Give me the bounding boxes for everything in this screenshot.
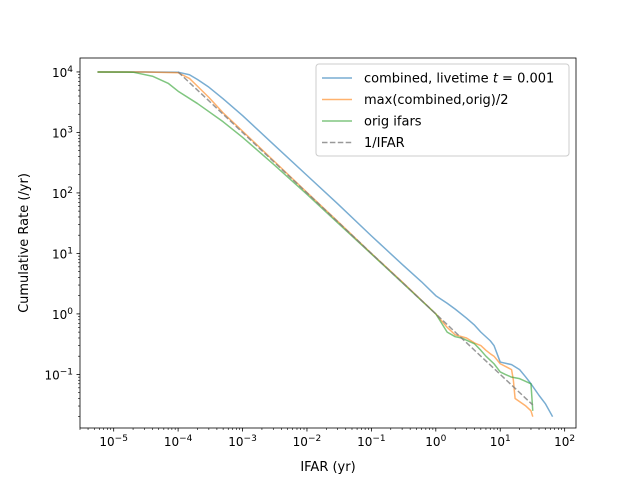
series-line-1 [97, 71, 534, 417]
legend-frame [315, 63, 570, 157]
x-tick-label-4: 10−1 [357, 434, 386, 449]
x-tick-label-3: 10−2 [293, 434, 322, 449]
legend-label-2: orig ifars [364, 115, 422, 130]
y-tick-label-0: 10−1 [44, 367, 73, 382]
series-line-0 [97, 71, 554, 418]
y-tick-label-1: 100 [52, 307, 73, 322]
y-axis-title: Cumulative Rate (/yr) [17, 173, 32, 313]
legend-label-1: max(combined,orig)/2 [364, 93, 509, 108]
legend-label-3: 1/IFAR [364, 136, 405, 151]
y-tick-label-3: 102 [52, 186, 73, 201]
ticks-layer: 10−5 10−4 10−3 10−2 10−1 100 101 102 10−1 100 101 1… [44, 65, 575, 449]
x-tick-label-0: 10−5 [99, 434, 128, 449]
x-tick-label-6: 101 [490, 434, 511, 449]
y-tick-label-2: 101 [52, 246, 73, 261]
x-tick-label-2: 10−3 [228, 434, 257, 449]
x-tick-label-5: 100 [425, 434, 446, 449]
y-tick-label-5: 104 [52, 65, 73, 80]
x-axis-title: IFAR (yr) [300, 460, 355, 475]
series-layer [97, 71, 554, 418]
y-tick-label-4: 103 [52, 125, 73, 140]
x-tick-label-7: 102 [554, 434, 575, 449]
x-tick-label-1: 10−4 [164, 434, 193, 449]
plot-frame [79, 57, 577, 429]
legend-label-0: combined, livetime t = 0.001 [364, 72, 554, 87]
legend: combined, livetime t = 0.001 max(combined… [315, 63, 570, 157]
series-line-3 [177, 71, 534, 406]
series-line-2 [97, 71, 534, 411]
